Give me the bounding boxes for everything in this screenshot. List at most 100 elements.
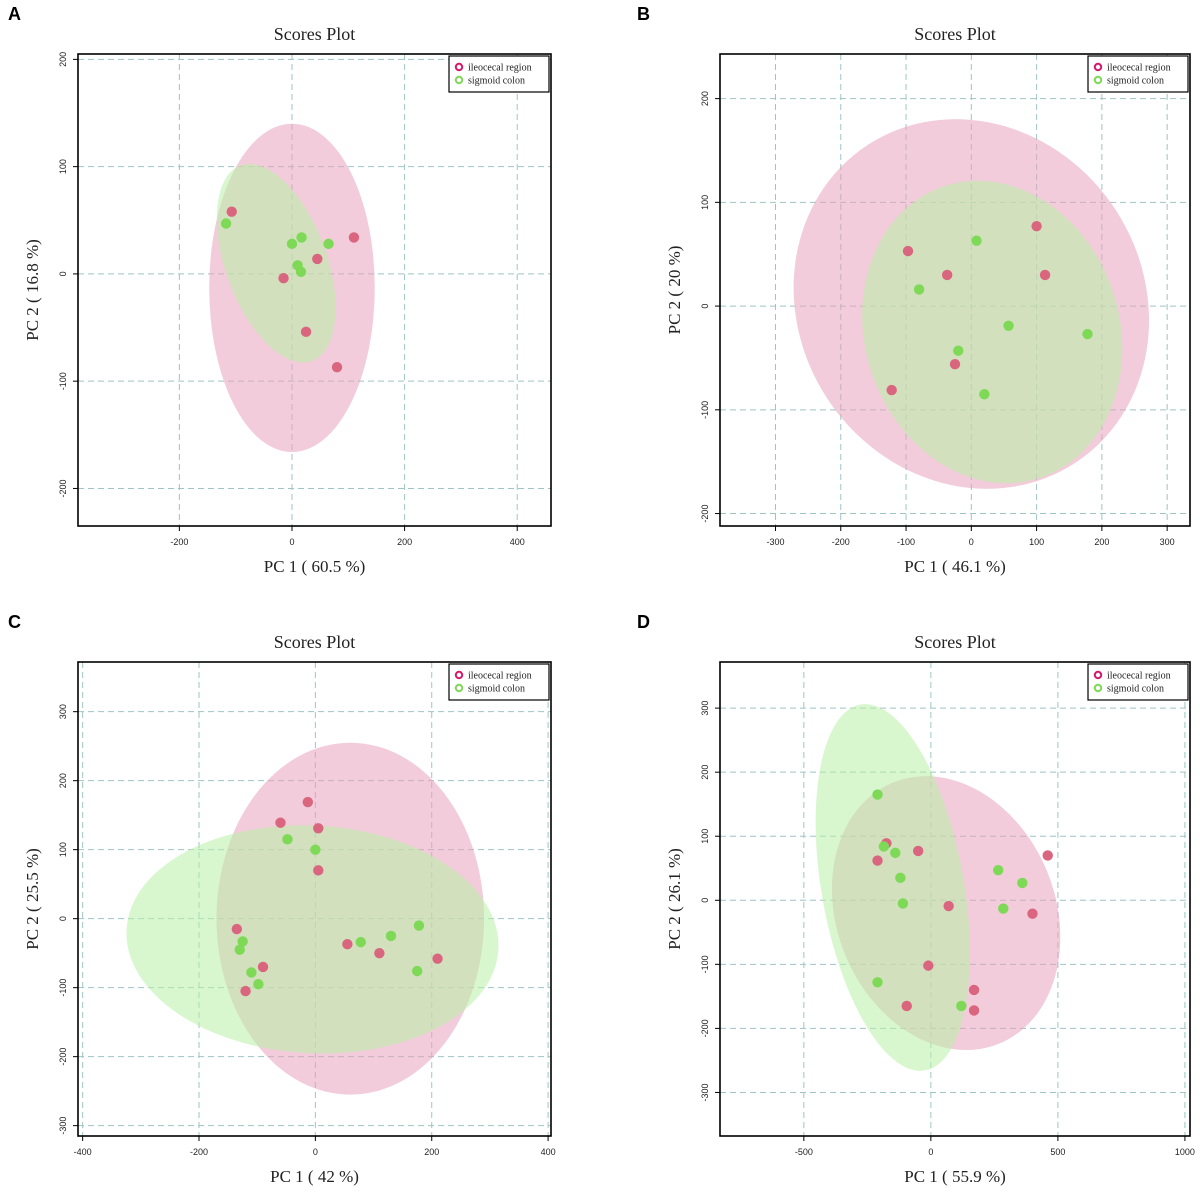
- legend-marker-ileocecal-region: [454, 62, 464, 72]
- plot-frame: [719, 53, 1191, 527]
- y-tick-label: 0: [58, 916, 68, 921]
- point-ileocecal-region: [300, 326, 312, 338]
- y-tick-label: -200: [700, 505, 710, 523]
- legend-label: ileocecal region: [1107, 671, 1171, 682]
- point-ileocecal-region: [949, 358, 961, 370]
- legend-label: sigmoid colon: [468, 76, 525, 87]
- point-sigmoid-colon: [953, 345, 964, 356]
- point-sigmoid-colon: [246, 967, 257, 978]
- y-tick-label: 200: [58, 52, 68, 67]
- ellipse-sigmoid-colon: [216, 163, 336, 363]
- point-sigmoid-colon: [1017, 877, 1028, 889]
- ellipse-sigmoid-colon: [862, 180, 1123, 484]
- x-tick-label: 0: [313, 1147, 318, 1157]
- legend-label: sigmoid colon: [1107, 684, 1164, 695]
- legend-box: [448, 55, 550, 93]
- y-tick-label: 100: [700, 829, 710, 844]
- y-tick-label: 300: [58, 704, 68, 719]
- panel-letter: D: [637, 612, 650, 632]
- y-tick-label: -100: [58, 372, 68, 390]
- x-tick-label: 500: [1050, 1147, 1065, 1157]
- x-tick-label: -300: [766, 537, 784, 547]
- legend-marker-ileocecal-region: [1093, 62, 1103, 72]
- x-tick-label: 0: [969, 537, 974, 547]
- point-ileocecal-region: [257, 961, 269, 973]
- point-sigmoid-colon: [956, 1000, 967, 1012]
- data-points: [886, 221, 1093, 400]
- point-sigmoid-colon: [355, 936, 366, 948]
- x-tick-label: -200: [170, 537, 188, 547]
- point-sigmoid-colon: [295, 266, 307, 277]
- point-ileocecal-region: [941, 269, 953, 281]
- panel-letter: B: [637, 4, 650, 24]
- y-tick-label: 100: [58, 159, 68, 174]
- point-sigmoid-colon: [286, 238, 298, 250]
- x-tick-label: -200: [190, 1147, 208, 1157]
- y-tick-label: -100: [58, 979, 68, 997]
- plot-frame: [719, 661, 1191, 1137]
- ellipse-sigmoid-colon: [815, 704, 970, 1071]
- confidence-ellipses: [126, 742, 499, 1095]
- point-sigmoid-colon: [872, 977, 883, 988]
- data-points: [220, 206, 360, 373]
- point-ileocecal-region: [342, 938, 353, 950]
- plot-title: Scores Plot: [274, 24, 356, 44]
- y-axis-label: PC 2 ( 26.1 %): [665, 848, 684, 950]
- point-ileocecal-region: [1031, 221, 1042, 232]
- panel-a: A Scores Plot -200 0 200 400 -200 -100 0 100 200 PC…: [8, 4, 552, 576]
- point-sigmoid-colon: [220, 218, 232, 229]
- plot-title: Scores Plot: [914, 24, 996, 44]
- x-tick-label: 1000: [1175, 1147, 1195, 1157]
- y-tick-label: -200: [58, 479, 68, 497]
- panel-c: C Scores Plot -400 -200 0 200 400 -300 -200 -100 0…: [8, 612, 556, 1186]
- point-ileocecal-region: [923, 960, 934, 971]
- x-axis-label: PC 1 ( 60.5 %): [264, 557, 366, 576]
- legend-marker-sigmoid-colon: [1093, 683, 1103, 693]
- legend-marker-sigmoid-colon: [454, 683, 464, 693]
- point-sigmoid-colon: [323, 238, 334, 250]
- point-ileocecal-region: [348, 232, 360, 243]
- point-sigmoid-colon: [411, 965, 423, 977]
- plot-frame: [77, 53, 552, 527]
- y-tick-label: 100: [58, 842, 68, 857]
- x-tick-label: 400: [541, 1147, 556, 1157]
- data-points: [872, 789, 1053, 1016]
- y-tick-label: 0: [700, 304, 710, 309]
- plot-title: Scores Plot: [274, 632, 356, 652]
- plot-frame: [77, 661, 552, 1137]
- x-axis-label: PC 1 ( 42 %): [270, 1167, 359, 1186]
- x-tick-label: 0: [289, 537, 294, 547]
- y-tick-label: 200: [700, 91, 710, 106]
- y-tick-label: 300: [700, 701, 710, 716]
- point-ileocecal-region: [1039, 269, 1051, 281]
- point-ileocecal-region: [374, 947, 385, 959]
- x-tick-label: 0: [928, 1147, 933, 1157]
- point-sigmoid-colon: [998, 903, 1009, 914]
- y-tick-label: 0: [700, 898, 710, 903]
- legend: ileocecal region sigmoid colon: [448, 663, 550, 701]
- y-axis-label: PC 2 ( 20 %): [665, 246, 684, 335]
- point-sigmoid-colon: [895, 872, 906, 884]
- point-ileocecal-region: [886, 384, 897, 396]
- point-sigmoid-colon: [1082, 328, 1093, 340]
- y-tick-label: 0: [58, 271, 68, 276]
- legend-marker-ileocecal-region: [454, 670, 464, 680]
- legend-label: ileocecal region: [1107, 63, 1171, 74]
- legend-marker-sigmoid-colon: [1093, 75, 1103, 85]
- point-ileocecal-region: [872, 855, 883, 866]
- point-ileocecal-region: [226, 206, 237, 217]
- point-ileocecal-region: [312, 253, 323, 265]
- legend-label: sigmoid colon: [468, 684, 525, 695]
- legend: ileocecal region sigmoid colon: [1087, 55, 1189, 93]
- x-tick-label: -200: [832, 537, 850, 547]
- point-sigmoid-colon: [992, 864, 1004, 876]
- data-points: [231, 796, 443, 997]
- x-tick-label: -100: [897, 537, 915, 547]
- legend-box: [1087, 663, 1189, 701]
- y-tick-label: 200: [700, 765, 710, 780]
- panel-b: B Scores Plot -300 -200 -100 0 100 200 300 -200 -1…: [637, 4, 1191, 576]
- point-sigmoid-colon: [413, 920, 425, 931]
- point-sigmoid-colon: [878, 841, 890, 852]
- point-ileocecal-region: [231, 923, 243, 935]
- confidence-ellipses: [793, 119, 1150, 489]
